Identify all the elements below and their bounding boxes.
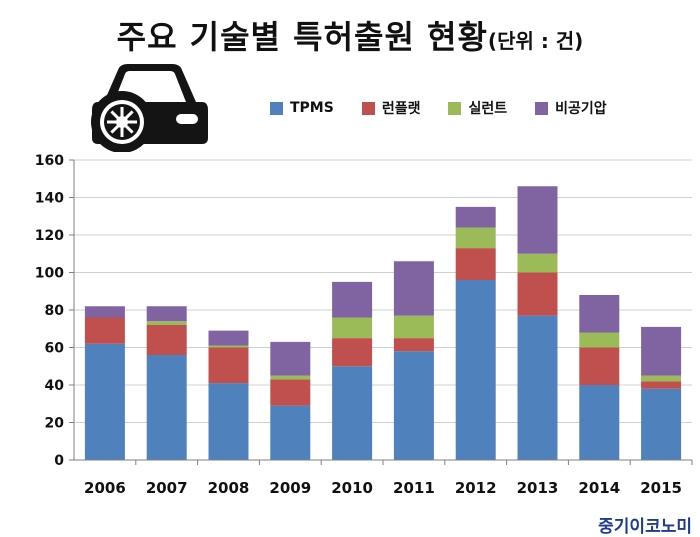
bar-segment (270, 375, 311, 380)
legend-item: 런플랫 (361, 98, 421, 118)
bar-segment (332, 281, 373, 318)
bar-segment (517, 186, 558, 254)
bar-segment (455, 280, 496, 460)
bar-segment (393, 338, 434, 352)
bar-segment (579, 332, 620, 348)
bar-segment (208, 347, 249, 384)
x-tick-label: 2008 (208, 479, 250, 497)
bar-segment (641, 375, 682, 382)
bar-segment (332, 338, 373, 367)
bar-segment (146, 355, 187, 460)
y-tick-label: 140 (35, 191, 64, 207)
bar-segment (641, 381, 682, 389)
x-tick-label: 2013 (517, 479, 559, 497)
x-tick-label: 2015 (640, 479, 682, 497)
x-tick-label: 2007 (146, 479, 188, 497)
legend-item: 비공기압 (535, 98, 607, 118)
x-tick-label: 2006 (84, 479, 126, 497)
bar-segment (579, 295, 620, 333)
bar-segment (641, 326, 682, 376)
bar-segment (393, 315, 434, 339)
watermark-logo: 중기이코노미 (598, 517, 692, 537)
x-tick-label: 2012 (455, 479, 497, 497)
y-tick-label: 100 (35, 266, 64, 282)
legend-label: 런플랫 (381, 101, 421, 117)
chart-unit-label: (단위 : 건) (487, 29, 584, 53)
bar-segment (84, 343, 125, 460)
bar-segment (270, 341, 311, 376)
legend-swatch (448, 101, 462, 115)
legend-item: 실런트 (448, 98, 507, 118)
bar-segment (270, 405, 311, 460)
bar-segment (332, 366, 373, 460)
bar-segment (84, 317, 125, 344)
bar-segment (270, 379, 311, 406)
legend-swatch (361, 101, 375, 115)
bar-segment (208, 345, 249, 348)
bar-segment (208, 330, 249, 346)
y-tick-label: 60 (45, 341, 65, 357)
bar-segment (393, 351, 434, 460)
bar-segment (579, 347, 620, 385)
legend-swatch (270, 101, 283, 115)
bar-segment (332, 317, 373, 339)
y-tick-label: 160 (35, 153, 64, 169)
plot-area: 0 20 40 60 80 100 120 140 160 2006 2007 2008 2009 201… (35, 153, 693, 497)
x-tick-label: 2011 (393, 479, 435, 497)
y-tick-label: 20 (45, 416, 65, 432)
bar-segment (393, 261, 434, 316)
bar-segment (455, 248, 496, 280)
x-tick-label: 2010 (331, 479, 373, 497)
bar-segment (455, 206, 496, 228)
bar-segment (517, 253, 558, 273)
bar-segment (579, 385, 620, 460)
chart-legend: TPMS 런플랫 실런트 비공기압 (270, 98, 607, 118)
bar-segment (208, 383, 249, 460)
bar-segment (84, 306, 125, 318)
x-tick-label: 2009 (269, 479, 311, 497)
car-icon (91, 64, 208, 152)
bar-segment (146, 306, 187, 322)
y-tick-label: 40 (45, 378, 65, 394)
y-tick-label: 120 (35, 228, 64, 244)
bar-segment (146, 321, 187, 325)
x-tick-label: 2014 (578, 479, 620, 497)
y-tick-label: 0 (54, 453, 64, 469)
chart-title-main: 주요 기술별 특허출원 현황 (116, 18, 488, 56)
bar-segment (641, 388, 682, 460)
y-tick-label: 80 (45, 303, 65, 319)
chart-title: 주요 기술별 특허출원 현황(단위 : 건) (0, 12, 700, 58)
bar-segment (517, 272, 558, 316)
legend-item: TPMS (270, 100, 334, 116)
legend-label: 실런트 (468, 101, 508, 117)
legend-label: 비공기압 (555, 101, 607, 117)
legend-label: TPMS (290, 100, 334, 116)
legend-swatch (535, 101, 549, 115)
chart-panel: 주요 기술별 특허출원 현황(단위 : 건) TPMS 런플랫 실런트 비공기압 0 2… (0, 12, 700, 497)
bar-segment (146, 325, 187, 355)
bar-segment (517, 315, 558, 460)
bar-segment (455, 227, 496, 249)
